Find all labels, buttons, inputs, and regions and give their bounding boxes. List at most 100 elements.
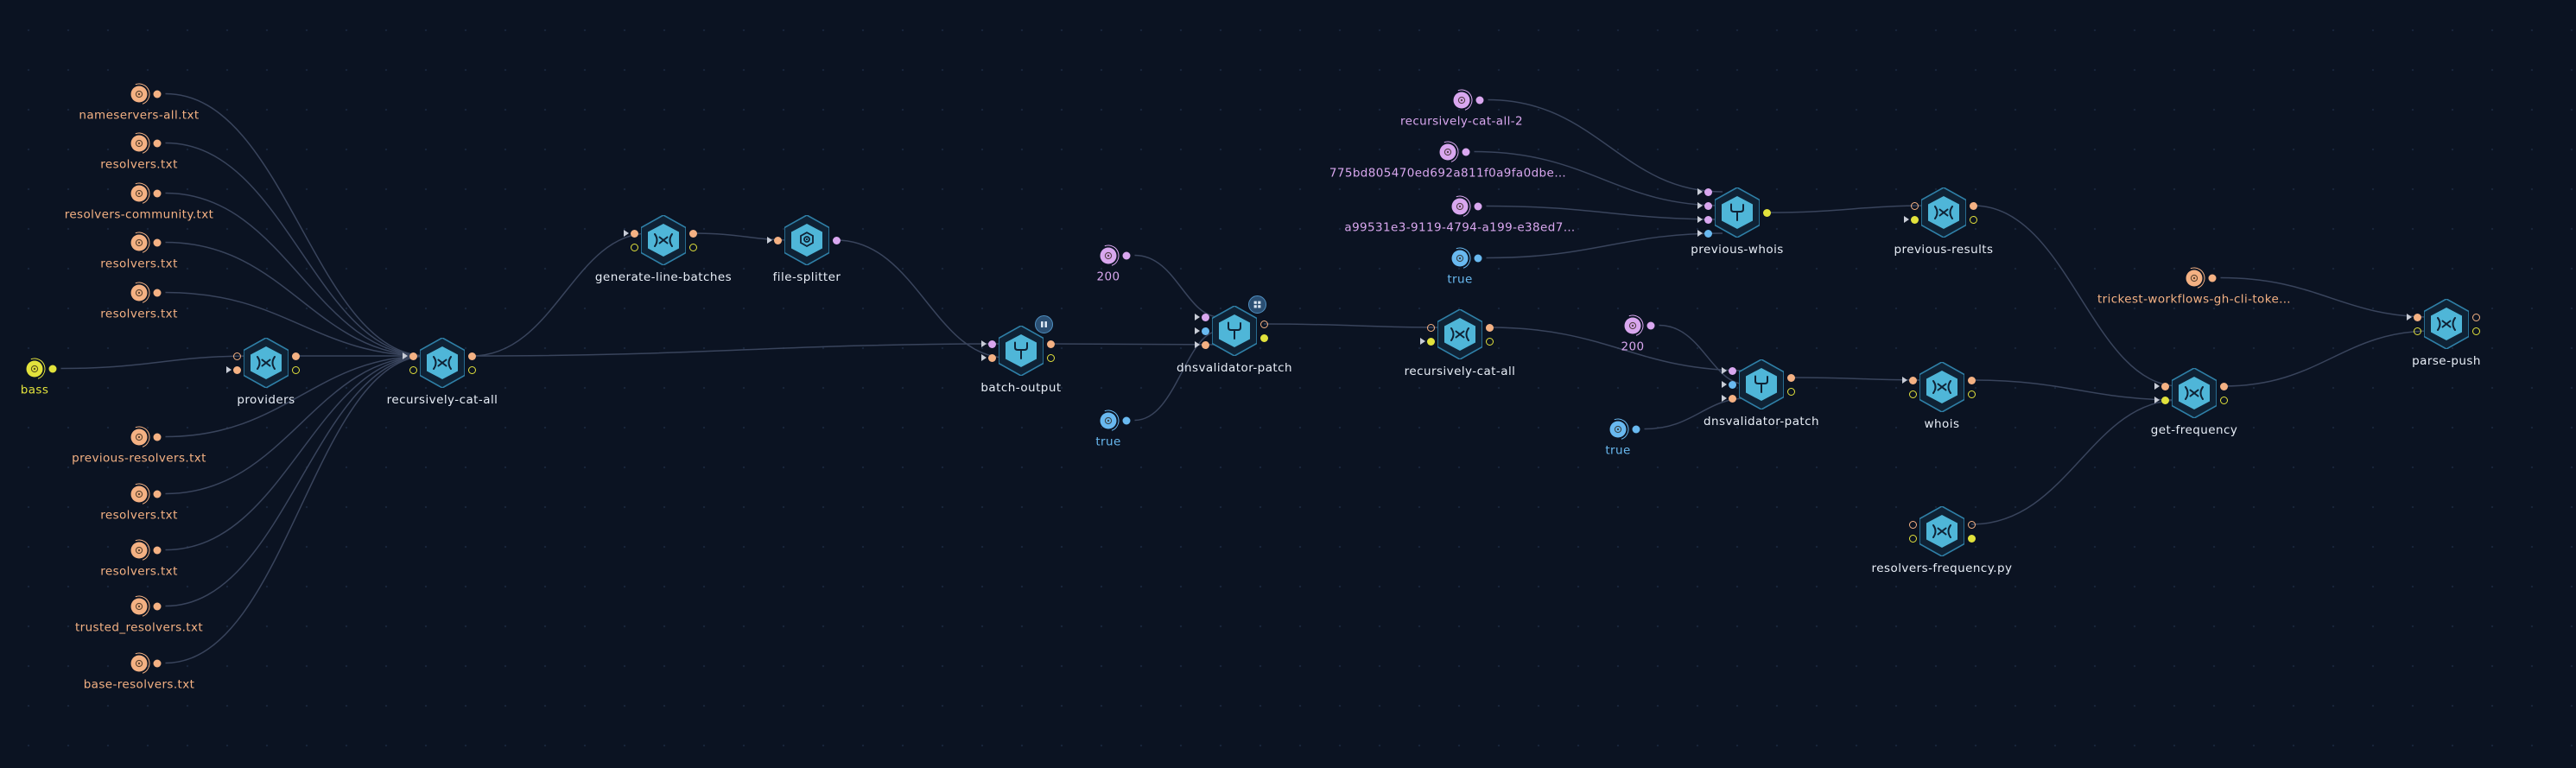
node-input-port[interactable] bbox=[1201, 340, 1209, 349]
node-input-port[interactable] bbox=[232, 365, 241, 374]
node-input-port[interactable] bbox=[2160, 382, 2169, 390]
source-output-port[interactable] bbox=[1122, 416, 1131, 425]
node-output-port[interactable] bbox=[832, 236, 841, 244]
source-node-bass[interactable]: bass bbox=[20, 354, 57, 397]
node-output-port[interactable] bbox=[1786, 387, 1795, 396]
node-output-port[interactable] bbox=[1259, 333, 1268, 342]
source-output-port[interactable] bbox=[1462, 148, 1470, 156]
source-node-src-uuid-a995[interactable]: a99531e3-9119-4794-a199-e38ed7… bbox=[1344, 192, 1575, 235]
node-input-port[interactable] bbox=[1908, 376, 1917, 384]
source-node-val-true-2[interactable]: true bbox=[1603, 415, 1640, 458]
node-hexagon[interactable] bbox=[420, 338, 465, 388]
node-input-port[interactable] bbox=[1426, 337, 1435, 346]
source-node-trusted-resolvers[interactable]: trusted_resolvers.txt bbox=[75, 592, 203, 635]
source-node-val-200-2[interactable]: 200 bbox=[1618, 311, 1655, 354]
node-input-port[interactable] bbox=[1426, 323, 1435, 332]
workflow-node-previous-whois[interactable]: previous-whois bbox=[1691, 187, 1783, 257]
source-node-base-resolvers[interactable]: base-resolvers.txt bbox=[84, 649, 194, 692]
node-output-port[interactable] bbox=[467, 365, 476, 374]
node-hexagon[interactable] bbox=[2172, 368, 2217, 418]
source-output-port[interactable] bbox=[1475, 96, 1484, 105]
workflow-node-batch-output[interactable]: batch-output bbox=[980, 315, 1061, 395]
node-output-port[interactable] bbox=[1969, 201, 1977, 210]
source-node-val-true-1[interactable]: true bbox=[1094, 406, 1131, 449]
node-output-port[interactable] bbox=[1786, 373, 1795, 382]
source-node-nameservers-all[interactable]: nameservers-all.txt bbox=[79, 79, 199, 123]
source-node-val-200-1[interactable]: 200 bbox=[1094, 241, 1131, 284]
node-input-port[interactable] bbox=[1908, 520, 1917, 529]
node-hexagon[interactable] bbox=[1437, 309, 1482, 359]
node-output-port[interactable] bbox=[1967, 376, 1976, 384]
node-output-port[interactable] bbox=[1485, 337, 1494, 346]
node-output-port[interactable] bbox=[1969, 215, 1977, 224]
source-output-port[interactable] bbox=[153, 659, 162, 668]
node-input-port[interactable] bbox=[1728, 380, 1736, 389]
node-output-port[interactable] bbox=[2219, 382, 2228, 390]
node-input-port[interactable] bbox=[987, 353, 996, 362]
source-node-resolvers-community[interactable]: resolvers-community.txt bbox=[65, 179, 213, 222]
node-hexagon[interactable] bbox=[1919, 506, 1964, 556]
source-node-resolvers-5[interactable]: resolvers.txt bbox=[100, 536, 177, 579]
node-output-port[interactable] bbox=[1967, 520, 1976, 529]
source-output-port[interactable] bbox=[153, 546, 162, 555]
node-output-port[interactable] bbox=[2471, 313, 2480, 321]
source-node-resolvers-3[interactable]: resolvers.txt bbox=[100, 278, 177, 321]
node-input-port[interactable] bbox=[1704, 201, 1712, 210]
node-input-port[interactable] bbox=[1704, 215, 1712, 224]
node-hexagon[interactable] bbox=[1715, 187, 1760, 238]
node-input-port[interactable] bbox=[1728, 394, 1736, 403]
node-input-port[interactable] bbox=[2413, 313, 2421, 321]
node-input-port[interactable] bbox=[1704, 187, 1712, 196]
workflow-node-dnsvalidator-patch-2[interactable]: dnsvalidator-patch bbox=[1704, 359, 1819, 428]
node-hexagon[interactable] bbox=[784, 215, 829, 265]
workflow-node-previous-results[interactable]: previous-results bbox=[1894, 187, 1993, 257]
source-output-port[interactable] bbox=[153, 602, 162, 611]
node-hexagon[interactable] bbox=[1212, 306, 1257, 356]
source-output-port[interactable] bbox=[1632, 425, 1640, 434]
node-output-port[interactable] bbox=[467, 352, 476, 360]
source-node-resolvers-1[interactable]: resolvers.txt bbox=[100, 129, 177, 172]
workflow-node-resolvers-frequency-py[interactable]: resolvers-frequency.py bbox=[1872, 506, 2012, 575]
source-node-resolvers-2[interactable]: resolvers.txt bbox=[100, 228, 177, 271]
source-output-port[interactable] bbox=[153, 289, 162, 297]
source-node-gh-cli-token[interactable]: trickest-workflows-gh-cli-toke… bbox=[2097, 263, 2291, 307]
source-output-port[interactable] bbox=[1646, 321, 1655, 330]
workflow-node-recursively-cat-all-1[interactable]: recursively-cat-all bbox=[387, 338, 498, 407]
node-output-port[interactable] bbox=[2219, 396, 2228, 404]
node-hexagon[interactable] bbox=[2424, 299, 2469, 349]
node-badge-grid-icon[interactable] bbox=[1248, 295, 1266, 314]
source-output-port[interactable] bbox=[153, 238, 162, 247]
workflow-node-providers[interactable]: providers bbox=[225, 338, 300, 407]
node-output-port[interactable] bbox=[1046, 353, 1055, 362]
node-hexagon[interactable] bbox=[244, 338, 289, 388]
node-output-port[interactable] bbox=[1762, 208, 1771, 217]
source-output-port[interactable] bbox=[2208, 274, 2217, 282]
source-node-src-hash-775[interactable]: 775bd805470ed692a811f0a9fa0dbe… bbox=[1329, 137, 1566, 181]
node-output-port[interactable] bbox=[688, 243, 697, 251]
node-output-port[interactable] bbox=[291, 365, 300, 374]
node-input-port[interactable] bbox=[2160, 396, 2169, 404]
node-input-port[interactable] bbox=[1910, 201, 1919, 210]
source-output-port[interactable] bbox=[153, 433, 162, 441]
source-output-port[interactable] bbox=[1474, 254, 1482, 263]
source-output-port[interactable] bbox=[1474, 202, 1482, 211]
node-input-port[interactable] bbox=[1908, 390, 1917, 398]
workflow-node-get-frequency[interactable]: get-frequency bbox=[2151, 368, 2237, 437]
node-input-port[interactable] bbox=[987, 340, 996, 348]
node-hexagon[interactable] bbox=[1921, 187, 1966, 238]
source-output-port[interactable] bbox=[153, 189, 162, 198]
node-input-port[interactable] bbox=[409, 352, 417, 360]
node-hexagon[interactable] bbox=[641, 215, 686, 265]
source-output-port[interactable] bbox=[153, 490, 162, 498]
node-input-port[interactable] bbox=[1704, 229, 1712, 238]
source-output-port[interactable] bbox=[1122, 251, 1131, 260]
source-output-port[interactable] bbox=[48, 365, 57, 373]
node-input-port[interactable] bbox=[1201, 313, 1209, 321]
source-node-resolvers-4[interactable]: resolvers.txt bbox=[100, 479, 177, 523]
workflow-node-generate-line-batches[interactable]: generate-line-batches bbox=[595, 215, 732, 284]
node-input-port[interactable] bbox=[2413, 327, 2421, 335]
node-input-port[interactable] bbox=[630, 243, 638, 251]
source-node-src-recursively-cat-all-2[interactable]: recursively-cat-all-2 bbox=[1400, 86, 1523, 129]
node-input-port[interactable] bbox=[1201, 327, 1209, 335]
